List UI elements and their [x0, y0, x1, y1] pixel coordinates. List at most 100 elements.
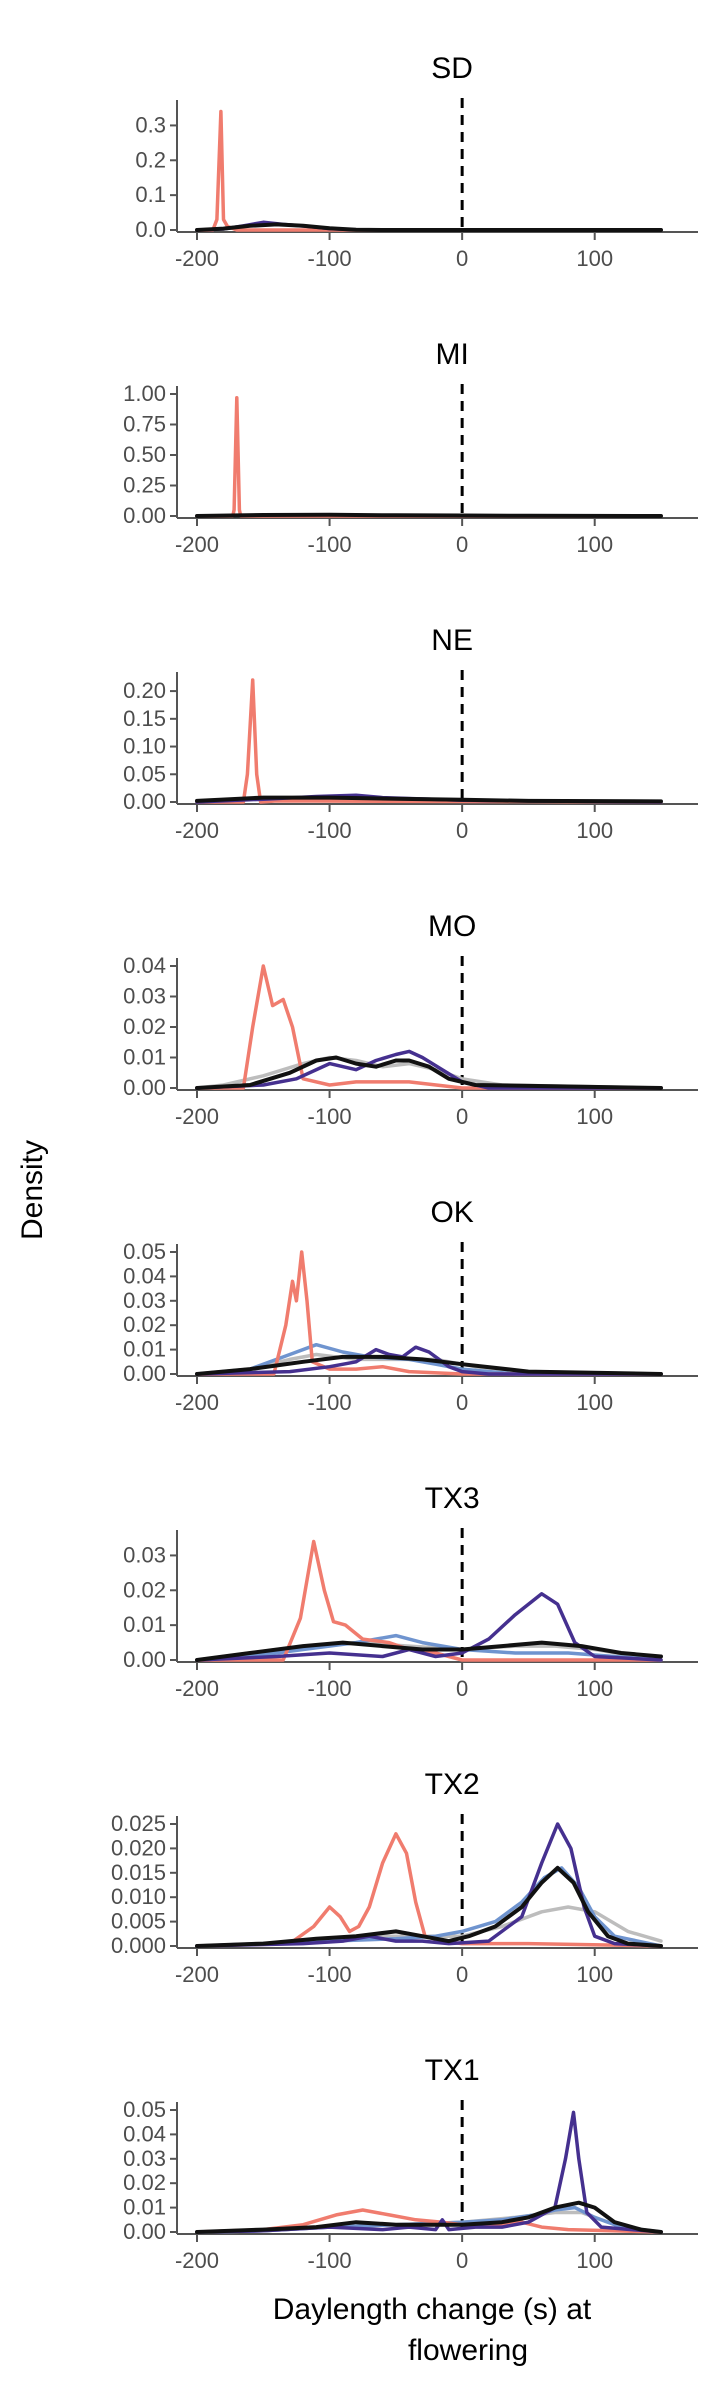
x-tick-label: 100: [576, 1104, 613, 1129]
density-line-salmon: [195, 1250, 663, 1376]
density-line-salmon: [195, 109, 663, 232]
y-tick-label: 0.3: [135, 112, 166, 137]
x-tick-label: 100: [576, 246, 613, 271]
facet-panel-mo: MO 0.00 0.01 0.02 0.03 0.04 -200 -100 0 100: [123, 910, 698, 1129]
y-tick-label: 0.04: [123, 2121, 166, 2146]
y-tick-label: 0.04: [123, 953, 166, 978]
x-tick-label: 100: [576, 2248, 613, 2273]
density-line-black: [195, 1354, 663, 1376]
y-tick-label: 0.03: [123, 2146, 166, 2171]
x-tick-label: 100: [576, 1962, 613, 1987]
y-tick-label: 0.2: [135, 147, 166, 172]
y-tick-label: 0.02: [123, 1312, 166, 1337]
density-line-indigo: [195, 2110, 663, 2234]
y-tick-label: 0.00: [123, 2219, 166, 2244]
density-line-black: [195, 795, 663, 804]
density-line-salmon: [195, 964, 663, 1090]
y-tick-label: 0.00: [123, 1361, 166, 1386]
density-line-salmon: [195, 395, 663, 518]
facet-panel-ne: NE 0.00 0.050.10 0.15 0.20 -200 -100 0 100: [123, 624, 698, 843]
x-tick-label: -200: [175, 2248, 219, 2273]
y-axis-title: Density: [16, 1140, 49, 1240]
y-tick-label: 0.01: [123, 1045, 166, 1070]
y-tick-label: 0.15: [123, 706, 166, 731]
x-tick-label: -100: [308, 1104, 352, 1129]
density-line-salmon: [195, 2208, 663, 2234]
facet-panel-sd: SD 0.0 0.1 0.2 0.3 -200 -100 0 100: [135, 52, 698, 271]
density-line-salmon: [195, 1539, 663, 1662]
x-tick-label: 0: [456, 1676, 468, 1701]
y-tick-label: 1.00: [123, 381, 166, 406]
panel-title: MI: [435, 338, 468, 371]
y-tick-label: 0.000: [111, 1933, 166, 1958]
x-tick-label: -100: [308, 532, 352, 557]
density-line-black: [195, 512, 663, 518]
x-tick-label: 0: [456, 2248, 468, 2273]
x-tick-label: 100: [576, 532, 613, 557]
x-tick-label: 0: [456, 818, 468, 843]
x-tick-label: -200: [175, 246, 219, 271]
y-tick-label: 0.03: [123, 1288, 166, 1313]
y-tick-label: 0.025: [111, 1811, 166, 1836]
x-tick-label: 0: [456, 1390, 468, 1415]
x-tick-label: 0: [456, 1962, 468, 1987]
density-line-black: [195, 1640, 663, 1662]
facet-panels: SD 0.0 0.1 0.2 0.3 -200 -100 0 100 MI 0.00 0.25 0.50…: [111, 52, 698, 2273]
panel-title: SD: [431, 52, 473, 85]
density-line-indigo: [195, 1822, 663, 1948]
y-tick-label: 0.00: [123, 1647, 166, 1672]
y-tick-label: 0.03: [123, 1542, 166, 1567]
x-tick-label: -100: [308, 1676, 352, 1701]
x-tick-label: -100: [308, 246, 352, 271]
y-tick-label: 0.10: [123, 734, 166, 759]
y-tick-label: 0.1: [135, 182, 166, 207]
y-tick-label: 0.02: [123, 1577, 166, 1602]
y-tick-label: 0.05: [123, 1239, 166, 1264]
x-tick-label: -200: [175, 818, 219, 843]
x-tick-label: -100: [308, 2248, 352, 2273]
y-tick-label: 0.00: [123, 503, 166, 528]
y-tick-label: 0.75: [123, 412, 166, 437]
density-line-blue: [195, 1633, 663, 1662]
y-tick-label: 0.00: [123, 789, 166, 814]
x-tick-label: -200: [175, 1676, 219, 1701]
density-line-indigo: [195, 1592, 663, 1662]
x-tick-label: 0: [456, 532, 468, 557]
x-tick-label: -100: [308, 1962, 352, 1987]
y-tick-label: 0.03: [123, 984, 166, 1009]
panel-title: NE: [431, 624, 473, 657]
y-tick-label: 0.010: [111, 1884, 166, 1909]
x-tick-label: 100: [576, 1676, 613, 1701]
y-tick-label: 0.00: [123, 1075, 166, 1100]
density-line-blue: [195, 1866, 663, 1948]
panel-title: TX1: [425, 2054, 480, 2087]
facet-panel-tx3: TX3 0.00 0.01 0.02 0.03 -200 -100 0 100: [123, 1482, 698, 1701]
y-tick-label: 0.015: [111, 1860, 166, 1885]
x-axis-title-line1: Daylength change (s) at: [273, 2293, 592, 2326]
y-tick-label: 0.01: [123, 2195, 166, 2220]
x-tick-label: -200: [175, 1390, 219, 1415]
y-tick-label: 0.05: [123, 2097, 166, 2122]
y-tick-label: 0.25: [123, 473, 166, 498]
density-line-black: [195, 2200, 663, 2234]
panel-title: TX3: [425, 1482, 480, 1515]
x-tick-label: -200: [175, 1104, 219, 1129]
y-tick-label: 0.05: [123, 761, 166, 786]
y-tick-label: 0.020: [111, 1835, 166, 1860]
x-tick-label: -200: [175, 1962, 219, 1987]
x-tick-label: 100: [576, 818, 613, 843]
y-tick-label: 0.01: [123, 1612, 166, 1637]
y-tick-label: 0.01: [123, 1337, 166, 1362]
x-tick-label: -200: [175, 532, 219, 557]
y-tick-label: 0.50: [123, 442, 166, 467]
density-line-black: [195, 1055, 663, 1090]
x-tick-label: 0: [456, 1104, 468, 1129]
y-tick-label: 0.20: [123, 678, 166, 703]
x-tick-label: 0: [456, 246, 468, 271]
y-tick-label: 0.04: [123, 1263, 166, 1288]
facet-panel-ok: OK 0.000.010.020.030.040.05 -200 -100 0 100: [123, 1196, 698, 1415]
density-line-black: [195, 222, 663, 232]
facet-panel-mi: MI 0.00 0.25 0.50 0.75 1.00 -200 -100 0 100: [123, 338, 698, 557]
